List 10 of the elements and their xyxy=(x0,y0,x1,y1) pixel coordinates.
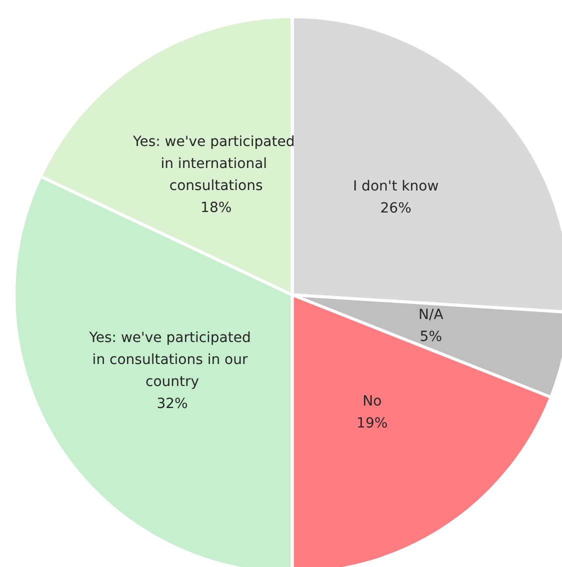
data-label: 32% xyxy=(156,396,188,412)
data-label: 5% xyxy=(420,328,442,345)
slice-label: I don't know xyxy=(352,178,439,195)
data-label: 26% xyxy=(380,200,412,217)
slice-label: Yes: we've participated in consultations in our country xyxy=(88,330,256,390)
data-label: 18% xyxy=(200,200,232,216)
data-label: 19% xyxy=(356,415,388,432)
slice-label: Yes: we've participated in international consultations xyxy=(132,134,300,194)
slice-label: N/A xyxy=(418,306,444,323)
slice-label: No xyxy=(362,393,382,410)
